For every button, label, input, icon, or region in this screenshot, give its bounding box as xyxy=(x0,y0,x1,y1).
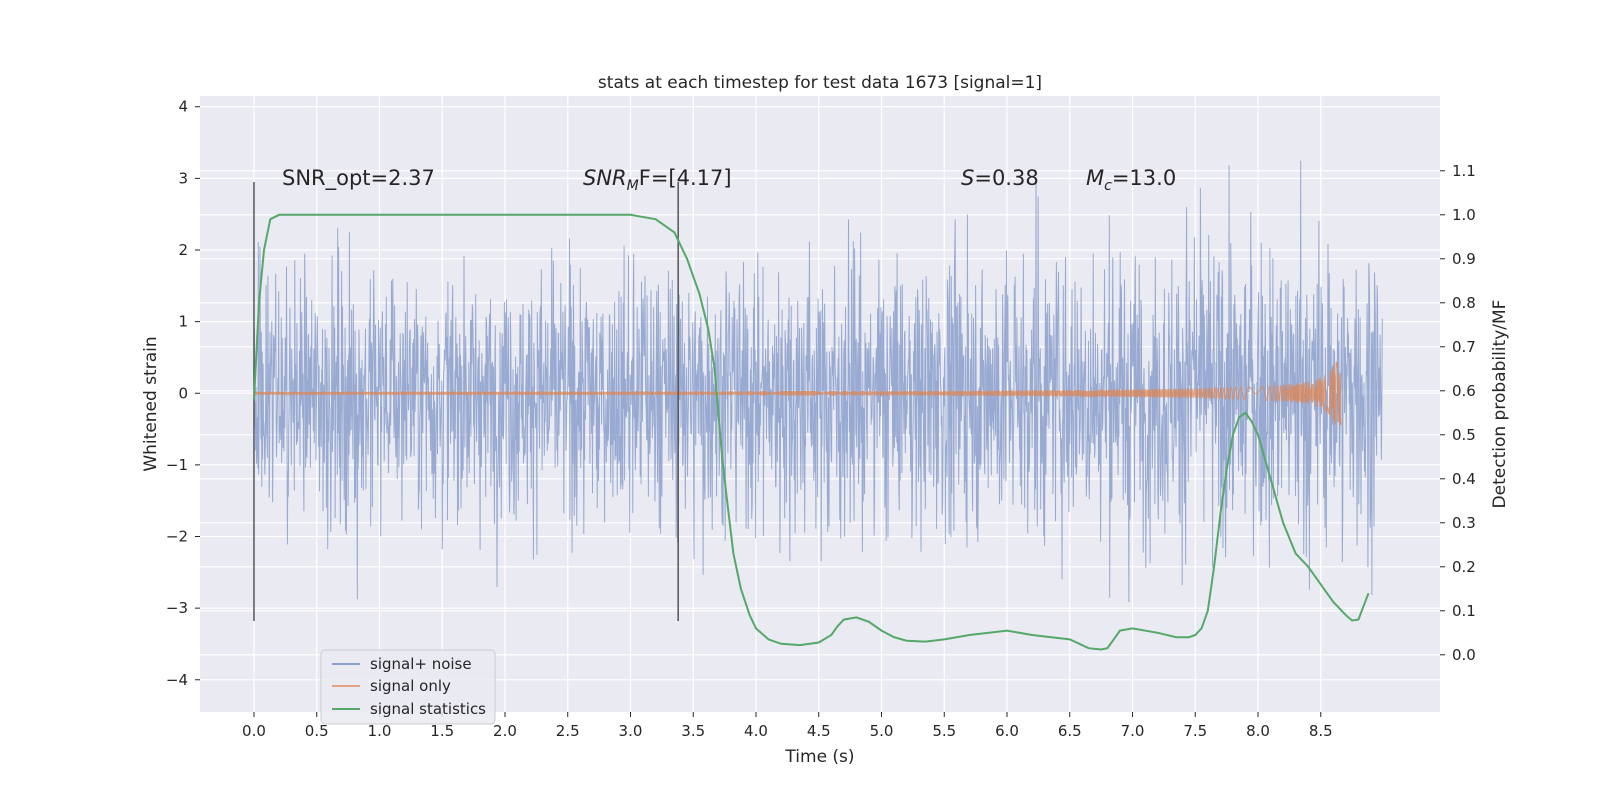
annotation-snr-mf-prefix: SNR xyxy=(583,166,627,190)
x-tick-label: 4.5 xyxy=(807,722,831,740)
y2-tick-label: 0.7 xyxy=(1452,338,1476,356)
y-tick-label: 2 xyxy=(178,241,188,259)
x-tick-label: 6.0 xyxy=(995,722,1019,740)
y-tick-label: −2 xyxy=(166,528,188,546)
annotation-s: S=0.38 xyxy=(961,166,1039,190)
x-tick-label: 2.0 xyxy=(493,722,517,740)
annotation-s-value: =0.38 xyxy=(974,166,1038,190)
y2-tick-label: 0.0 xyxy=(1452,646,1476,664)
y-tick-label: −1 xyxy=(166,456,188,474)
annotation-mc: Mc=13.0 xyxy=(1086,166,1176,194)
x-tick-label: 7.5 xyxy=(1183,722,1207,740)
y2-tick-label: 0.1 xyxy=(1452,602,1476,620)
x-tick-label: 3.5 xyxy=(681,722,705,740)
y-axis-label: Whitened strain xyxy=(141,336,161,471)
x-tick-label: 3.0 xyxy=(619,722,643,740)
series-signal-statistics xyxy=(253,213,1370,651)
y2-tick-label: 0.4 xyxy=(1452,470,1476,488)
annotation-snr-mf: SNRMF=[4.17] xyxy=(583,166,732,194)
legend-label-stats: signal statistics xyxy=(370,700,486,718)
annotation-snr-mf-suffix: F=[4.17] xyxy=(639,166,732,190)
x-tick-label: 5.0 xyxy=(870,722,894,740)
x-tick-label: 1.0 xyxy=(368,722,392,740)
y2-tick-label: 1.0 xyxy=(1452,206,1476,224)
legend-label-signal: signal only xyxy=(370,677,451,695)
x-tick-label: 0.0 xyxy=(242,722,266,740)
y2-tick-label: 0.6 xyxy=(1452,382,1476,400)
y2-tick-label: 0.9 xyxy=(1452,250,1476,268)
legend: signal+ noise signal only signal statist… xyxy=(320,649,496,725)
y2-tick-label: 0.8 xyxy=(1452,294,1476,312)
y-tick-label: 1 xyxy=(178,313,188,331)
annotation-mc-value: =13.0 xyxy=(1112,166,1176,190)
y2-tick-label: 1.1 xyxy=(1452,162,1476,180)
annotation-snr-opt: SNR_opt=2.37 xyxy=(282,166,435,191)
x-tick-label: 1.5 xyxy=(430,722,454,740)
series-signal-only xyxy=(253,361,1342,426)
y2-tick-label: 0.2 xyxy=(1452,558,1476,576)
y2-tick-label: 0.5 xyxy=(1452,426,1476,444)
y-tick-label: 0 xyxy=(178,384,188,402)
annotation-snr-mf-sub: M xyxy=(627,178,639,194)
y-tick-label: −3 xyxy=(166,599,188,617)
y2-tick-label: 0.3 xyxy=(1452,514,1476,532)
y-tick-label: 4 xyxy=(178,98,188,116)
axes: 0.0 0.5 1.0 1.5 2.0 2.5 3.0 3.5 4.0 4.5 5.0 5.5 6.0 6… xyxy=(166,98,1476,740)
x-tick-label: 7.0 xyxy=(1121,722,1145,740)
y-tick-label: 3 xyxy=(178,169,188,187)
x-axis-label: Time (s) xyxy=(784,747,854,767)
series-signal-noise xyxy=(253,160,1383,603)
x-tick-label: 8.5 xyxy=(1309,722,1333,740)
x-tick-label: 5.5 xyxy=(932,722,956,740)
y2-axis-label: Detection probability/MF xyxy=(1490,300,1510,509)
x-tick-label: 6.5 xyxy=(1058,722,1082,740)
y-tick-label: −4 xyxy=(166,671,188,689)
x-tick-label: 8.0 xyxy=(1246,722,1270,740)
annotation-mc-sub: c xyxy=(1104,178,1112,194)
x-tick-label: 0.5 xyxy=(305,722,329,740)
annotation-s-var: S xyxy=(961,166,974,190)
chart-title: stats at each timestep for test data 167… xyxy=(598,73,1042,93)
legend-label-noise: signal+ noise xyxy=(370,655,472,673)
x-tick-label: 4.0 xyxy=(744,722,768,740)
x-tick-label: 2.5 xyxy=(556,722,580,740)
data-layer xyxy=(253,160,1383,651)
annotation-mc-var: M xyxy=(1086,166,1104,190)
